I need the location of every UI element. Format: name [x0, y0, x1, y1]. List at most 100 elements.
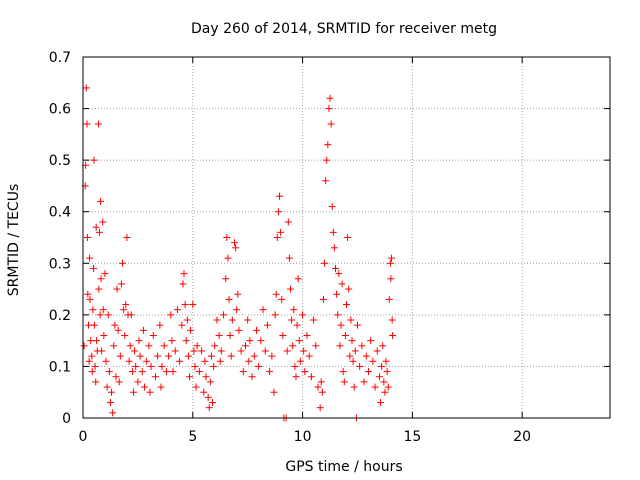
data-point: [139, 326, 147, 334]
data-point: [184, 352, 192, 360]
data-point: [94, 120, 102, 128]
data-point: [228, 316, 236, 324]
data-point: [322, 177, 330, 185]
data-point: [86, 295, 94, 303]
data-point: [96, 311, 104, 319]
data-point: [131, 347, 139, 355]
data-point: [125, 357, 133, 365]
data-point: [373, 347, 381, 355]
data-point: [128, 368, 136, 376]
data-point: [335, 270, 343, 278]
data-point: [224, 254, 232, 262]
data-point: [333, 290, 341, 298]
data-point: [135, 337, 143, 345]
data-point: [95, 285, 103, 293]
data-point: [353, 321, 361, 329]
data-point: [168, 337, 176, 345]
data-point: [191, 362, 199, 370]
data-point: [294, 275, 302, 283]
data-point: [387, 275, 395, 283]
data-point: [284, 218, 292, 226]
data-point: [245, 357, 253, 365]
data-point: [89, 306, 97, 314]
data-point: [314, 383, 322, 391]
data-point: [93, 337, 101, 345]
data-point: [360, 378, 368, 386]
data-point: [307, 373, 315, 381]
data-point: [358, 342, 366, 350]
data-point: [364, 368, 372, 376]
data-point: [115, 378, 123, 386]
data-point: [290, 306, 298, 314]
data-point: [90, 264, 98, 272]
data-point: [99, 306, 107, 314]
data-point: [279, 331, 287, 339]
data-point: [259, 306, 267, 314]
data-point: [299, 311, 307, 319]
data-point: [206, 378, 214, 386]
y-tick-label: 0.4: [49, 205, 71, 221]
data-point: [92, 223, 100, 231]
data-point: [276, 192, 284, 200]
data-point: [377, 399, 385, 407]
data-point: [108, 388, 116, 396]
data-point: [205, 404, 213, 412]
data-point: [200, 388, 208, 396]
data-point: [220, 311, 228, 319]
data-point: [99, 218, 107, 226]
data-point: [375, 373, 383, 381]
data-point: [97, 197, 105, 205]
data-point: [204, 393, 212, 401]
data-point: [296, 357, 304, 365]
data-point: [329, 228, 337, 236]
data-point: [244, 316, 252, 324]
data-point: [277, 228, 285, 236]
data-point: [278, 295, 286, 303]
data-point: [268, 352, 276, 360]
data-point: [231, 239, 239, 247]
data-point: [337, 321, 345, 329]
data-point: [283, 347, 291, 355]
data-point: [113, 285, 121, 293]
data-points: [80, 84, 397, 422]
data-point: [381, 388, 389, 396]
y-tick-label: 0: [62, 411, 71, 427]
data-point: [105, 368, 113, 376]
data-point: [90, 156, 98, 164]
data-point: [211, 342, 219, 350]
data-point: [85, 357, 93, 365]
data-point: [82, 84, 90, 92]
data-point: [382, 357, 390, 365]
data-point: [255, 362, 263, 370]
x-tick-label: 10: [294, 429, 312, 445]
data-point: [183, 316, 191, 324]
data-point: [232, 244, 240, 252]
data-point: [123, 234, 131, 241]
data-point: [379, 342, 387, 350]
data-point: [182, 337, 190, 345]
data-point: [138, 368, 146, 376]
data-point: [295, 337, 303, 345]
data-point: [287, 285, 295, 293]
data-point: [389, 331, 397, 339]
data-point: [317, 378, 325, 386]
data-point: [261, 347, 269, 355]
data-point: [303, 331, 311, 339]
data-point: [323, 156, 331, 164]
data-point: [127, 311, 135, 319]
data-point: [321, 259, 329, 267]
data-point: [213, 316, 221, 324]
data-point: [227, 352, 235, 360]
data-point: [86, 254, 94, 262]
data-point: [185, 373, 193, 381]
data-point: [292, 373, 300, 381]
data-point: [334, 311, 342, 319]
data-point: [388, 254, 396, 262]
data-point: [223, 234, 231, 241]
data-point: [241, 342, 249, 350]
data-point: [291, 362, 299, 370]
data-point: [80, 342, 88, 350]
data-point: [338, 280, 346, 288]
data-point: [237, 347, 245, 355]
data-point: [215, 331, 223, 339]
